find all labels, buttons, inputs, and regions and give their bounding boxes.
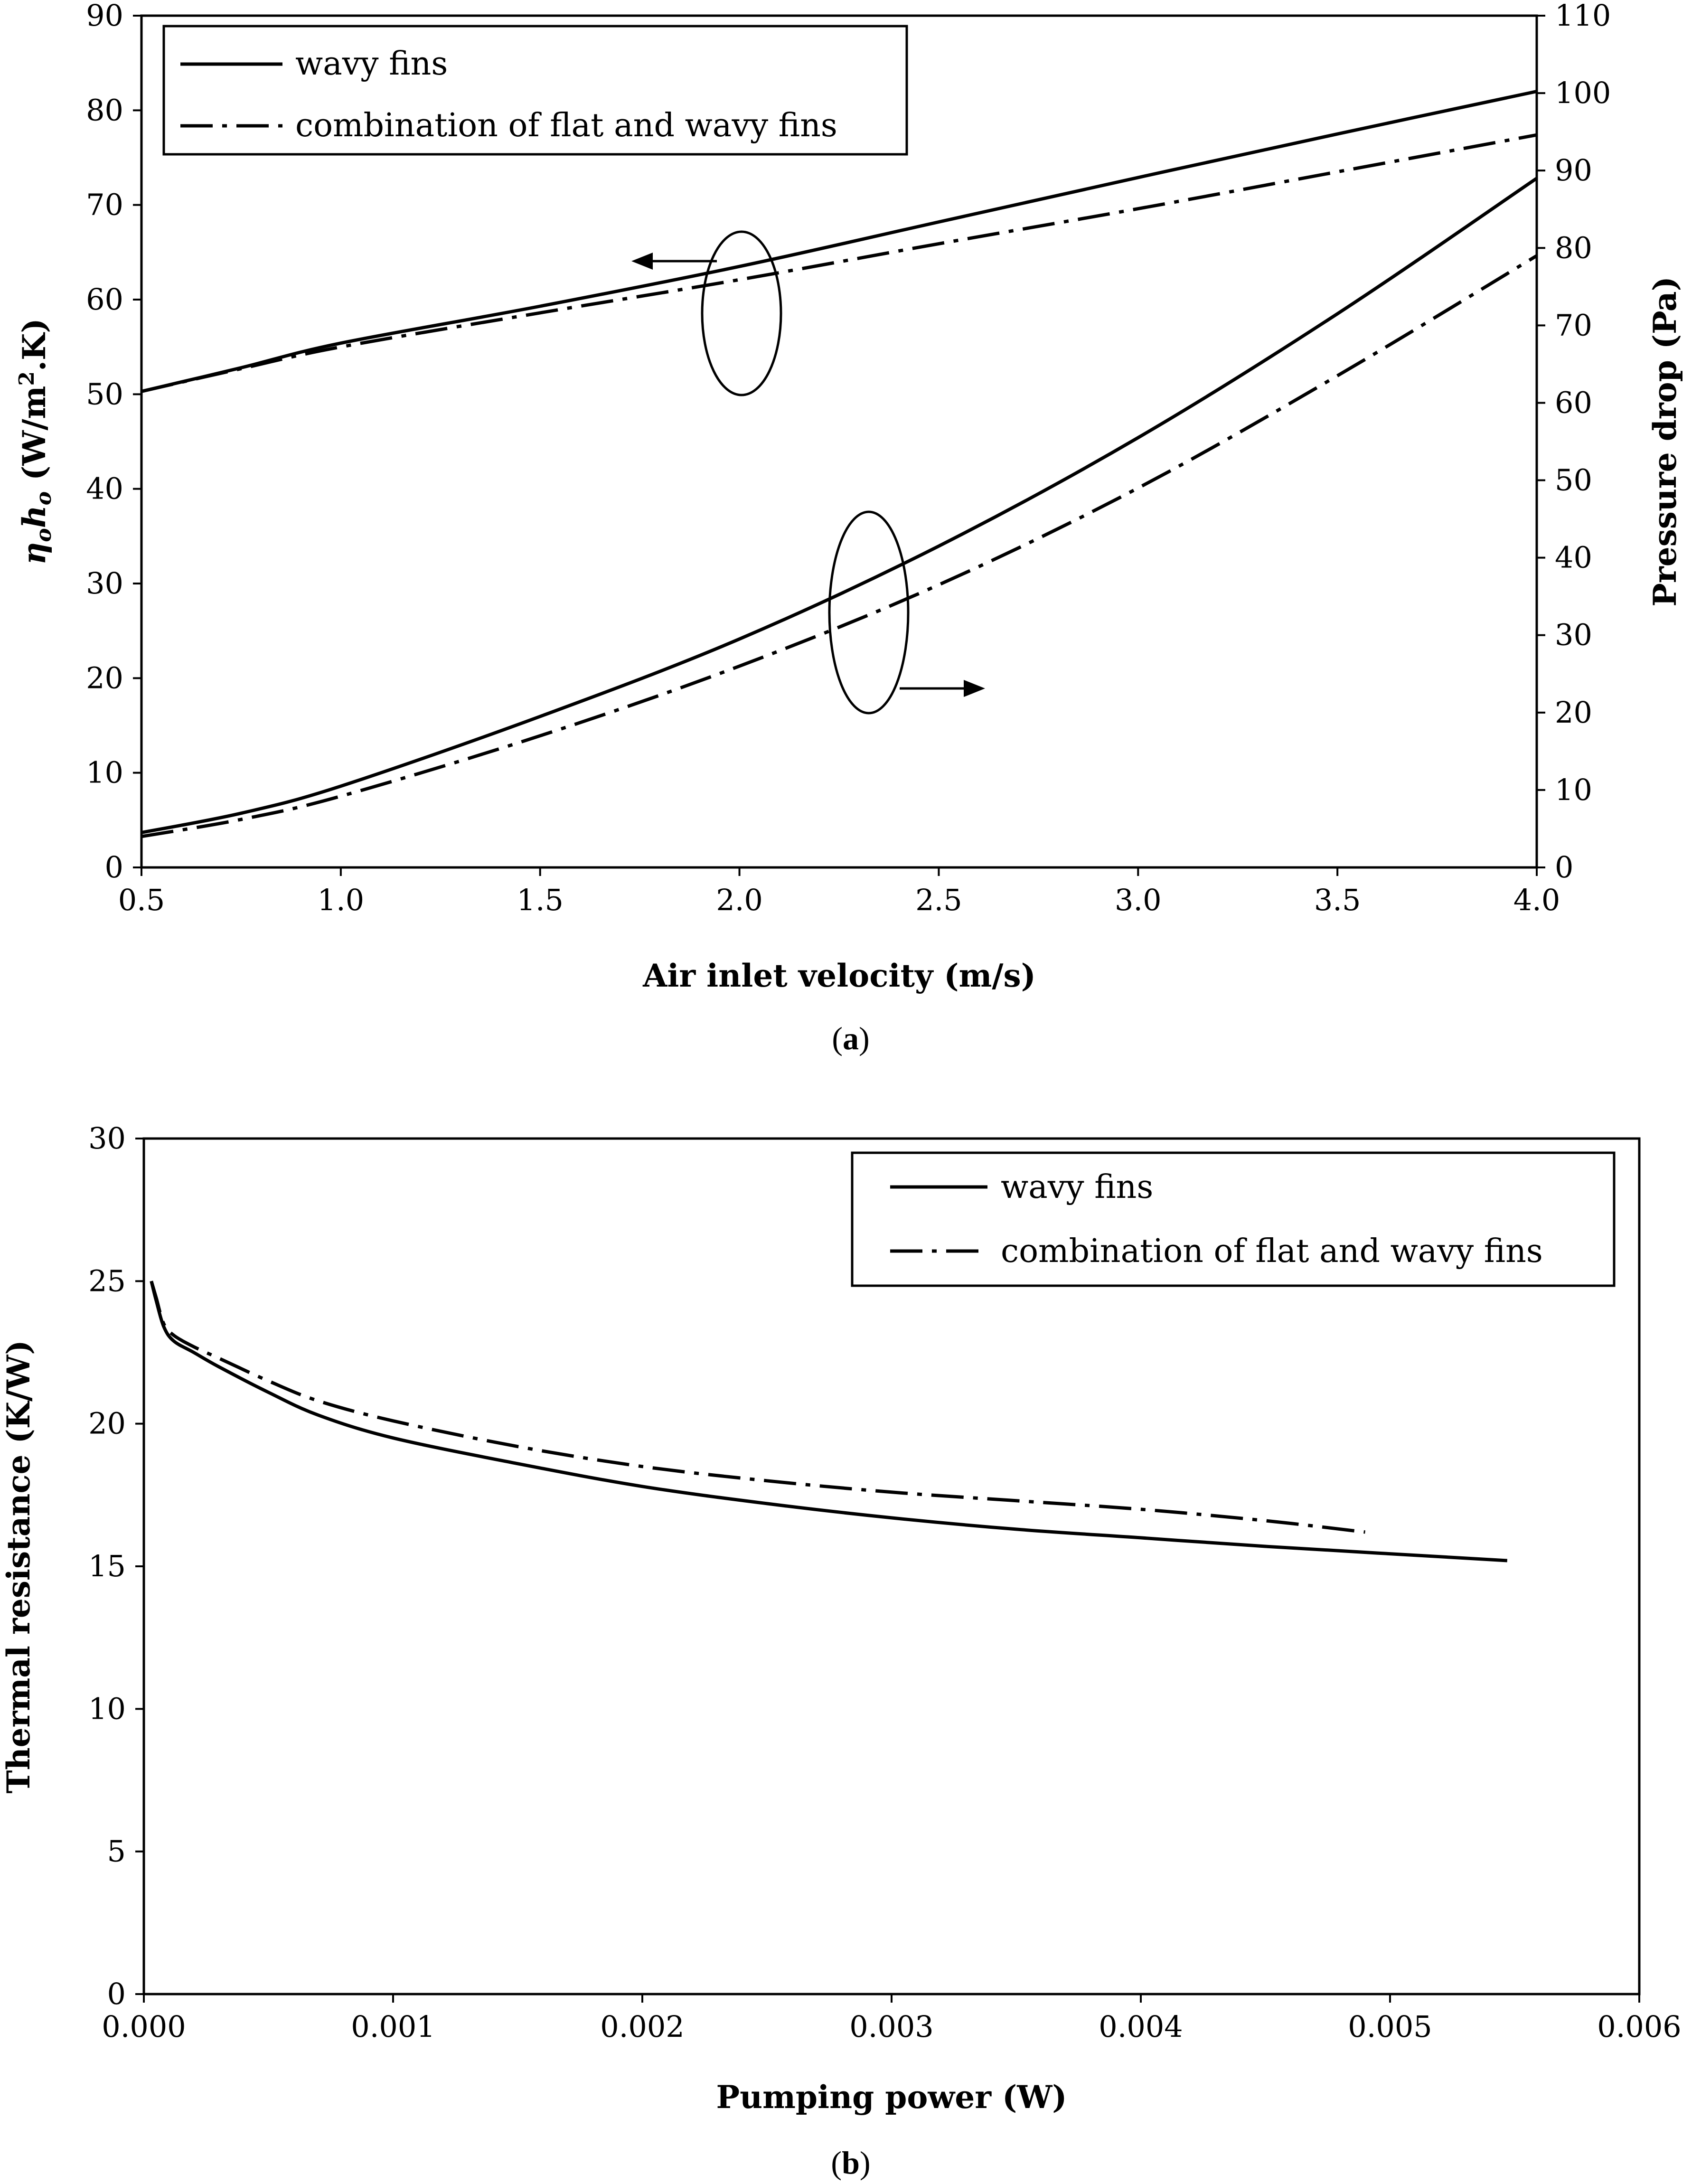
chart-a-y2-tick-label: 60	[1555, 385, 1592, 420]
chart-a-y2-tick-label: 50	[1555, 463, 1592, 498]
chart-b-x-axis-label: Pumping power (W)	[716, 2079, 1067, 2116]
chart-a-y-label-h: h	[16, 505, 53, 528]
annotation-arrowhead-left	[631, 253, 653, 270]
chart-b-legend-box	[851, 1151, 1616, 1287]
chart-b-legend-label-wavy: wavy fins	[1001, 1168, 1153, 1206]
chart-a: 0.5 1.0 1.5 2.0 2.5 3.0 3.5 4.00102030405060708…	[15, 0, 1683, 1056]
chart-a-x-tick-label: 4.0	[1513, 883, 1560, 917]
chart-a-y2-tick-label: 100	[1555, 75, 1611, 110]
chart-b-x-tick-label: 0.003	[849, 2009, 934, 2044]
chart-b-legend: wavy fins combination of flat and wavy f…	[851, 1151, 1616, 1287]
chart-a-y-tick-label: 60	[86, 282, 123, 317]
chart-a-x-tick-label: 2.0	[716, 883, 763, 917]
chart-a-y-tick-label: 40	[86, 471, 123, 506]
chart-b: 0.000 0.001 0.002 0.003 0.004 0.005 0.006 0 5 10 1…	[0, 1121, 1682, 2181]
chart-a-legend: wavy fins combination of flat and wavy f…	[162, 25, 908, 156]
chart-b-y-tick-label: 20	[88, 1406, 126, 1441]
chart-b-y-axis-label: Thermal resistance (K/W)	[0, 1340, 37, 1793]
chart-a-series-line-combination-right	[141, 254, 1538, 838]
chart-a-y2-axis-label: Pressure drop (Pa)	[1646, 276, 1683, 607]
chart-b-x-tick-label: 0.005	[1348, 2009, 1432, 2044]
chart-a-legend-label-combination: combination of flat and wavy fins	[295, 107, 837, 144]
chart-a-x-tick-label: 0.5	[118, 883, 165, 917]
chart-b-series-line-wavy-fins	[150, 1280, 1508, 1563]
annotation-arrowhead-right	[964, 680, 985, 697]
chart-a-y2-tick-label: 40	[1555, 540, 1592, 575]
chart-a-y2-tick-label: 80	[1555, 230, 1592, 265]
chart-a-x-tick-label: 1.5	[517, 883, 564, 917]
chart-b-x-tick-label: 0.002	[600, 2009, 685, 2044]
annotation-right-axis	[828, 510, 985, 715]
annotation-ellipse-right-curves	[828, 510, 910, 715]
chart-a-y-label-rest-a: (W/m	[16, 386, 53, 491]
chart-a-caption: (a)	[832, 1020, 869, 1056]
chart-a-y-label-sub1: o	[32, 528, 56, 542]
chart-a-y2-tick-label: 90	[1555, 153, 1592, 188]
chart-a-y-label-sub2: o	[32, 491, 56, 505]
chart-a-y-tick-label: 0	[105, 850, 123, 885]
chart-a-legend-label-wavy: wavy fins	[295, 45, 448, 83]
chart-b-x-tick-label: 0.004	[1099, 2009, 1183, 2044]
chart-a-x-axis-label: Air inlet velocity (m/s)	[642, 957, 1036, 994]
chart-a-y-label-sup: 2	[15, 371, 39, 386]
chart-a-y-tick-label: 10	[86, 755, 123, 790]
chart-a-x-tick-label: 3.5	[1314, 883, 1361, 917]
chart-a-y2-tick-label: 10	[1555, 772, 1592, 807]
annotation-ellipse-left-curves	[701, 230, 782, 396]
chart-b-x-tick-label: 0.006	[1597, 2009, 1682, 2044]
chart-a-x-tick-label: 3.0	[1115, 883, 1162, 917]
chart-b-x-tick-label: 0.001	[351, 2009, 435, 2044]
chart-b-legend-label-combination: combination of flat and wavy fins	[1001, 1233, 1543, 1270]
chart-b-y-tick-label: 15	[88, 1549, 126, 1583]
chart-a-series-line-wavy-fins-left	[141, 90, 1537, 393]
chart-a-y-axis-label: ηoho (W/m2.K)	[15, 318, 56, 565]
chart-a-y2-tick-label: 0	[1555, 850, 1573, 885]
chart-b-y-tick-label: 30	[88, 1121, 126, 1156]
chart-b-y-tick-label: 10	[88, 1691, 126, 1726]
chart-b-y-tick-label: 5	[107, 1834, 126, 1869]
chart-a-y2-tick-label: 110	[1555, 0, 1611, 33]
chart-a-y2-tick-label: 20	[1555, 695, 1592, 730]
chart-b-y-tick-label: 25	[88, 1263, 126, 1298]
chart-a-x-tick-label: 2.5	[915, 883, 962, 917]
chart-a-y-label-eta: η	[16, 542, 53, 565]
chart-a-y-tick-label: 50	[86, 377, 123, 411]
chart-b-x-tick-label: 0.000	[102, 2009, 186, 2044]
chart-a-y-label-rest-b: .K)	[16, 318, 53, 371]
chart-b-caption: (b)	[831, 2145, 870, 2181]
chart-a-y-tick-label: 90	[86, 0, 123, 33]
annotation-left-axis	[631, 230, 782, 396]
chart-a-series-line-wavy-fins-right	[141, 177, 1538, 835]
chart-b-series-line-combination	[150, 1280, 1365, 1534]
chart-a-legend-box	[162, 25, 908, 156]
chart-a-y2-tick-label: 30	[1555, 618, 1592, 652]
chart-b-y-tick-label: 0	[107, 1977, 126, 2011]
chart-a-y-tick-label: 20	[86, 660, 123, 695]
chart-a-x-tick-label: 1.0	[318, 883, 365, 917]
chart-a-y-tick-label: 30	[86, 566, 123, 601]
chart-a-plot-frame	[140, 14, 1538, 869]
chart-a-y-tick-label: 80	[86, 93, 123, 127]
chart-a-series-line-combination-left	[141, 133, 1537, 393]
chart-a-y2-tick-label: 70	[1555, 308, 1592, 342]
chart-a-y-tick-label: 70	[86, 188, 123, 222]
